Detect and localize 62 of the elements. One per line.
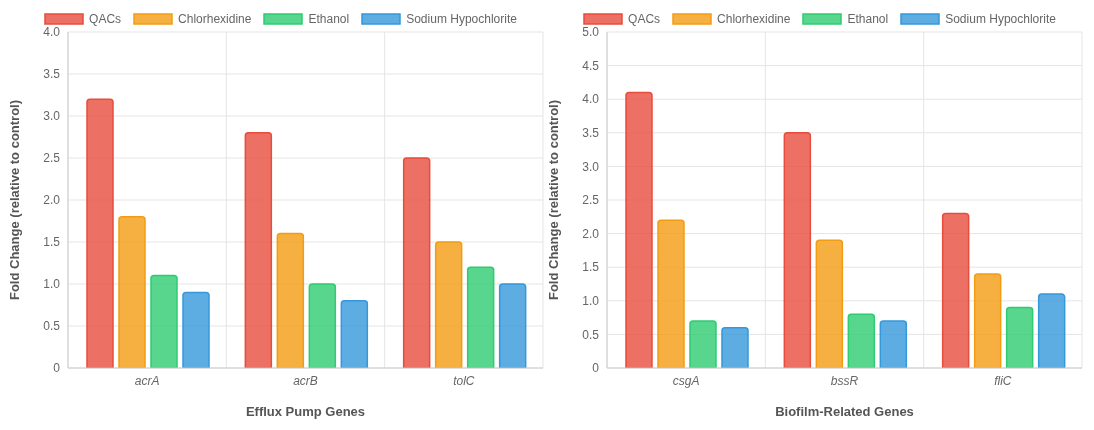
bar <box>783 132 812 368</box>
y-tick-label: 4.0 <box>582 92 600 107</box>
y-tick-label: 3.0 <box>582 159 600 174</box>
bar <box>150 274 178 368</box>
bar <box>276 232 305 368</box>
bar <box>689 320 717 368</box>
y-tick-label: 2.0 <box>582 226 600 241</box>
bar <box>1005 306 1034 368</box>
bar <box>434 241 463 368</box>
bar <box>721 326 749 368</box>
y-tick-label: 1.5 <box>43 235 61 250</box>
bar <box>86 98 114 368</box>
bar <box>466 266 495 368</box>
y-tick-label: 4.0 <box>43 25 61 40</box>
bar <box>1037 293 1066 368</box>
y-tick-label: 3.0 <box>43 109 61 124</box>
y-axis-title: Fold Change (relative to control) <box>6 99 22 301</box>
bar <box>815 239 844 368</box>
y-tick-label: 4.5 <box>582 58 600 73</box>
x-axis-title: Efflux Pump Genes <box>245 404 366 419</box>
y-tick-label: 0.5 <box>582 327 600 342</box>
y-tick-label: 1.0 <box>43 277 61 292</box>
x-tick-label: acrB <box>293 373 318 388</box>
x-tick-label: acrA <box>134 373 160 388</box>
bar <box>657 219 685 368</box>
legend-label: QACs <box>628 12 661 26</box>
y-tick-label: 0.5 <box>43 319 61 334</box>
legend-label: Sodium Hypochlorite <box>945 12 1056 26</box>
y-tick-label: 2.5 <box>582 193 600 208</box>
y-tick-label: 2.0 <box>43 193 61 208</box>
bar <box>973 273 1002 368</box>
bar <box>625 91 653 368</box>
x-tick-label: fliC <box>994 373 1012 388</box>
x-tick-label: tolC <box>453 373 475 388</box>
x-axis-title: Biofilm-Related Genes <box>775 404 914 419</box>
legend-label: QACs <box>89 12 122 26</box>
y-tick-label: 3.5 <box>582 126 600 141</box>
y-tick-label: 1.0 <box>582 294 600 309</box>
bar <box>847 313 876 368</box>
legend-label: Sodium Hypochlorite <box>406 12 517 26</box>
y-tick-label: 2.5 <box>43 151 61 166</box>
y-tick-label: 0 <box>592 361 600 376</box>
y-tick-label: 3.5 <box>43 67 61 82</box>
bar <box>182 291 210 368</box>
y-axis-title: Fold Change (relative to control) <box>545 99 561 301</box>
bar <box>402 157 431 368</box>
bar <box>244 132 273 368</box>
legend-label: Chlorhexidine <box>178 12 252 26</box>
legend-label: Chlorhexidine <box>717 12 791 26</box>
bar <box>308 283 337 368</box>
bar <box>498 283 527 368</box>
x-tick-label: csgA <box>672 373 700 388</box>
bar <box>879 320 908 368</box>
y-tick-label: 1.5 <box>582 260 600 275</box>
bar <box>941 212 970 368</box>
y-tick-label: 5.0 <box>582 25 600 40</box>
x-tick-label: bssR <box>830 373 859 388</box>
legend-label: Ethanol <box>308 12 350 26</box>
y-tick-label: 0 <box>53 361 61 376</box>
legend-label: Ethanol <box>847 12 889 26</box>
bar <box>118 216 146 368</box>
bar <box>340 300 369 368</box>
